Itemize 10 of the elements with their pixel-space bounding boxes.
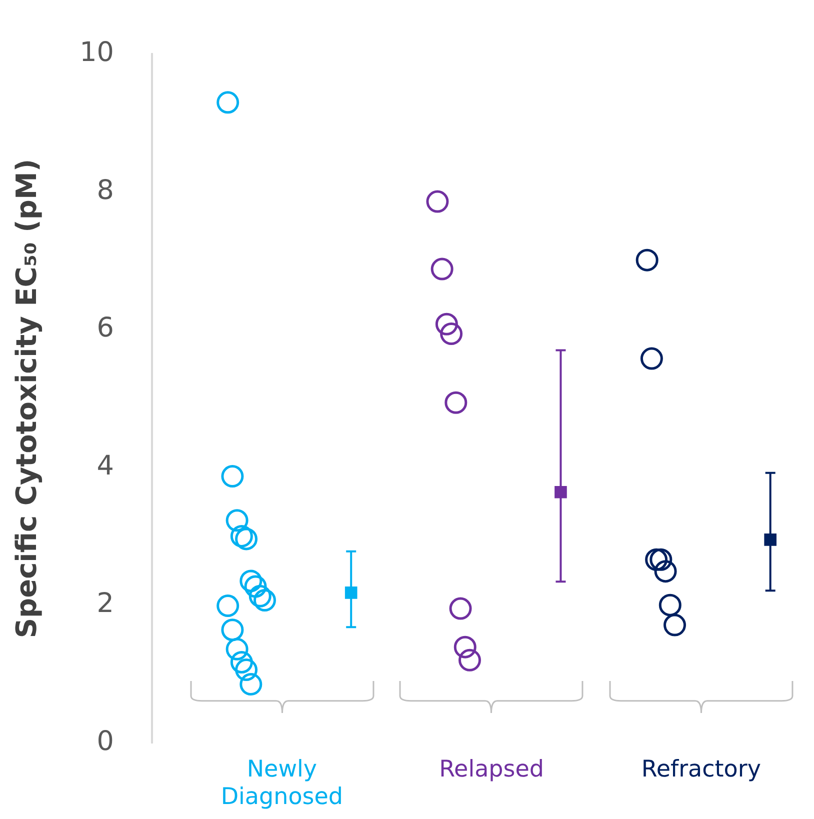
y-axis-title: Specific Cytotoxicity EC₅₀ (pM) bbox=[10, 158, 44, 638]
x-tick-label: Newly Diagnosed bbox=[220, 756, 344, 810]
y-tick-label: 6 bbox=[96, 312, 114, 344]
y-tick-label: 0 bbox=[96, 726, 114, 757]
y-tick-label: 10 bbox=[80, 37, 114, 68]
x-tick-label: Relapsed bbox=[439, 756, 544, 783]
y-tick-label: 2 bbox=[96, 588, 114, 620]
y-tick-label: 8 bbox=[96, 174, 114, 206]
y-tick-label: 4 bbox=[96, 450, 114, 482]
x-tick-label: Refractory bbox=[641, 756, 761, 783]
